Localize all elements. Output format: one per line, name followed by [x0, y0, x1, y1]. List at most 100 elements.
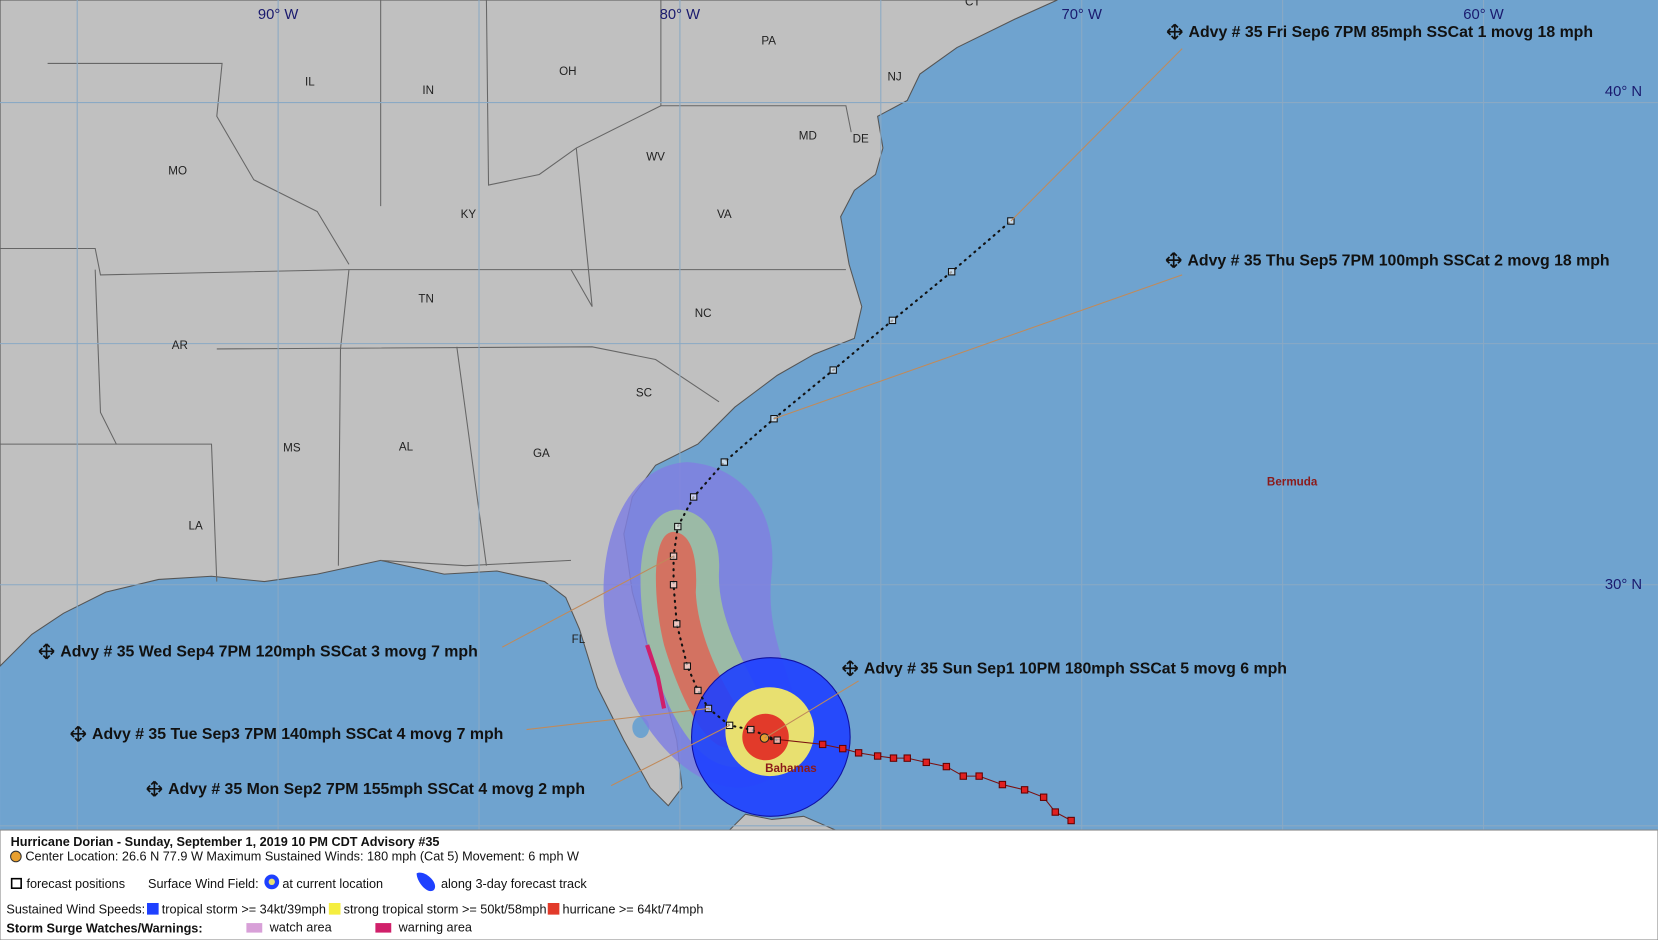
forecast-position: [669, 581, 678, 589]
warning-swatch: [375, 923, 392, 933]
state-label: MO: [168, 164, 187, 177]
state-label: GA: [533, 447, 550, 460]
state-label: CT: [965, 0, 981, 8]
forecast-icon: [10, 877, 22, 889]
state-label: FL: [572, 633, 586, 646]
past-position: [1020, 786, 1029, 794]
state-label: DE: [853, 133, 869, 146]
state-label: IL: [305, 76, 315, 89]
forecast-position: [829, 366, 837, 374]
advisory-label: Advy # 35 Thu Sep5 7PM 100mph SSCat 2 mo…: [1187, 252, 1609, 269]
state-label: AL: [399, 440, 414, 453]
latitude-label: 40° N: [1605, 84, 1642, 100]
legend-hu: hurricane >= 64kt/74mph: [563, 903, 704, 917]
advisory-icon: [1166, 23, 1183, 40]
latitude-label: 30° N: [1605, 577, 1642, 593]
past-position: [873, 752, 882, 760]
state-label: NJ: [887, 70, 901, 83]
state-label: IN: [422, 84, 434, 97]
forecast-position: [947, 268, 956, 276]
track-icon: [416, 872, 436, 892]
place-label: Bahamas: [765, 762, 817, 775]
forecast-position: [773, 736, 781, 744]
legend-forecast: forecast positions: [26, 877, 125, 891]
center-icon: [10, 850, 22, 863]
state-label: KY: [461, 208, 477, 221]
state-label: MS: [283, 441, 301, 454]
graticule: [0, 0, 1658, 831]
past-position: [839, 744, 847, 753]
state-label: LA: [189, 520, 203, 533]
past-position: [922, 758, 930, 767]
past-position: [959, 772, 967, 780]
legend-ts: tropical storm >= 34kt/39mph: [162, 903, 326, 917]
legend-watch: watch area: [269, 921, 333, 935]
forecast-position: [694, 686, 702, 695]
past-position: [854, 749, 863, 757]
advisory-label: Advy # 35 Fri Sep6 7PM 85mph SSCat 1 mov…: [1189, 24, 1594, 41]
forecast-track: [672, 219, 1012, 742]
watch-swatch: [246, 923, 263, 933]
warning-area: [645, 644, 667, 709]
advisory-icon: [146, 780, 163, 797]
advisory-label: Advy # 35 Tue Sep3 7PM 140mph SSCat 4 mo…: [92, 726, 503, 743]
advisory-leader: [502, 555, 674, 648]
forecast-position: [689, 493, 698, 501]
advisory-leader: [526, 707, 709, 731]
state-label: WV: [646, 151, 665, 164]
advisory-leader: [764, 680, 859, 739]
state-label: VA: [717, 208, 732, 221]
past-position: [1067, 816, 1075, 825]
forecast-position: [888, 316, 897, 325]
current-icon-core: [268, 878, 275, 886]
state-label: NC: [695, 307, 712, 320]
legend-track: along 3-day forecast track: [441, 877, 587, 891]
forecast-position: [747, 725, 755, 734]
labels: 90° W 80° W 70° W 60° W 40° N 30° N CT PA NJ OH IL…: [38, 0, 1642, 798]
past-position: [942, 762, 951, 771]
longitude-label: 80° W: [660, 7, 700, 23]
past-position: [889, 754, 898, 762]
legend-center: Center Location: 26.6 N 77.9 W Maximum S…: [25, 850, 579, 864]
legend-title: Hurricane Dorian - Sunday, September 1, …: [11, 835, 440, 849]
forecast-position: [720, 458, 729, 466]
state-label: TN: [418, 292, 434, 305]
legend: Hurricane Dorian - Sunday, September 1, …: [0, 829, 1658, 940]
past-position: [818, 740, 827, 749]
state-borders: [0, 0, 852, 582]
advisory-icon: [38, 643, 55, 660]
past-track: [764, 737, 1072, 821]
legend-current: at current location: [282, 877, 383, 891]
forecast-position: [673, 620, 681, 628]
advisory-label: Advy # 35 Wed Sep4 7PM 120mph SSCat 3 mo…: [60, 644, 477, 661]
longitude-label: 90° W: [258, 7, 298, 23]
advisory-label: Advy # 35 Sun Sep1 10PM 180mph SSCat 5 m…: [864, 661, 1287, 678]
longitude-label: 70° W: [1061, 7, 1101, 23]
place-label: Bermuda: [1267, 475, 1318, 488]
advisory-icon: [70, 725, 87, 742]
legend-sts: strong tropical storm >= 50kt/58mph: [344, 903, 547, 917]
past-position: [1051, 808, 1059, 816]
legend-speeds-label: Sustained Wind Speeds:: [6, 903, 145, 917]
state-label: PA: [761, 34, 776, 47]
past-position: [998, 780, 1007, 789]
advisory-label: Advy # 35 Mon Sep2 7PM 155mph SSCat 4 mo…: [168, 781, 585, 798]
ts-swatch: [146, 902, 159, 915]
past-position: [1039, 793, 1048, 801]
state-label: MD: [799, 130, 817, 143]
forecast-position: [674, 522, 682, 531]
sts-swatch: [328, 902, 341, 915]
longitude-label: 60° W: [1463, 7, 1503, 23]
advisory-leader: [610, 724, 730, 787]
hu-swatch: [547, 902, 560, 915]
legend-surge-label: Storm Surge Watches/Warnings:: [6, 922, 202, 936]
state-label: SC: [636, 387, 652, 400]
legend-warning: warning area: [398, 921, 473, 935]
legend-wind-field: Surface Wind Field:: [148, 877, 259, 891]
state-label: OH: [559, 65, 576, 78]
forecast-position: [683, 662, 692, 670]
past-position: [975, 772, 983, 780]
advisory-icon: [842, 660, 859, 677]
